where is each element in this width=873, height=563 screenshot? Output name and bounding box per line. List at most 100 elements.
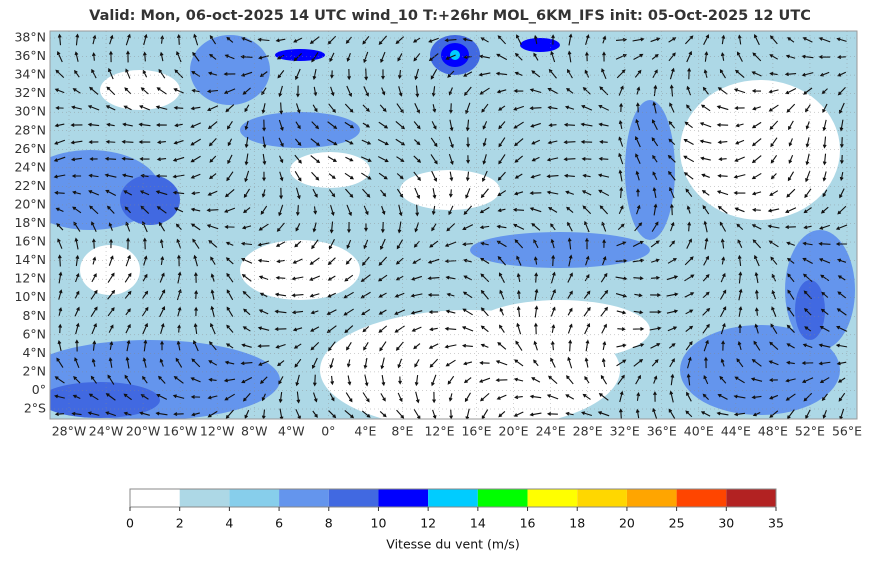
wind-arrow — [175, 357, 183, 368]
wind-arrow — [803, 87, 813, 95]
wind-arrow — [666, 292, 679, 297]
wind-arrow — [311, 357, 318, 370]
wind-arrow — [466, 155, 470, 164]
wind-arrow — [105, 189, 117, 196]
wind-arrow — [700, 411, 711, 417]
wind-arrow — [190, 106, 201, 111]
wind-arrow — [802, 241, 813, 246]
wind-arrow — [92, 340, 97, 351]
lon-label: 52°E — [795, 424, 825, 439]
wind-arrow — [293, 53, 303, 62]
wind-arrow — [567, 356, 573, 369]
lon-label: 8°W — [241, 424, 268, 439]
wind-arrow — [449, 409, 454, 419]
lat-label: 28°N — [14, 122, 46, 137]
wind-arrow — [686, 104, 692, 112]
wind-arrow — [701, 173, 710, 178]
wind-arrow — [361, 139, 372, 145]
wind-arrow — [295, 103, 301, 114]
wind-arrow — [636, 86, 641, 95]
wind-arrow — [262, 171, 266, 182]
wind-arrow — [498, 137, 506, 148]
lon-label: 36°E — [647, 424, 677, 439]
wind-arrow — [582, 393, 591, 400]
wind-arrow — [431, 205, 436, 216]
wind-arrow — [498, 105, 506, 111]
wind-arrow — [444, 259, 457, 264]
wind-arrow — [754, 271, 759, 284]
wind-arrow — [172, 156, 185, 162]
wind-arrow — [445, 275, 456, 280]
lat-label: 16°N — [14, 234, 46, 249]
wind-arrow — [736, 51, 743, 62]
wind-arrow — [720, 322, 726, 335]
lat-label: 12°N — [14, 271, 46, 286]
wind-arrow — [581, 190, 592, 196]
wind-arrow — [413, 53, 421, 62]
wind-arrow — [516, 255, 522, 266]
wind-arrow — [718, 157, 727, 162]
colorbar-swatch — [328, 489, 379, 507]
wind-arrow — [121, 156, 134, 161]
wind-arrow — [752, 106, 761, 111]
lat-label: 30°N — [14, 104, 46, 119]
wind-arrow — [190, 207, 201, 212]
wind-arrow — [414, 222, 420, 233]
wind-arrow — [788, 154, 794, 164]
wind-arrow — [126, 339, 131, 352]
wind-arrow — [295, 374, 300, 387]
wind-arrow — [224, 189, 235, 198]
wind-arrow — [427, 293, 440, 297]
wind-arrow — [751, 89, 762, 93]
wind-arrow — [378, 172, 388, 180]
wind-arrow — [514, 138, 524, 147]
wind-arrow — [667, 154, 676, 163]
wind-arrow — [394, 309, 406, 315]
wind-arrow — [837, 87, 846, 96]
wind-arrow — [194, 306, 198, 317]
wind-arrow — [584, 51, 589, 62]
wind-arrow — [275, 343, 286, 349]
wind-arrow — [479, 257, 490, 264]
wind-arrow — [142, 51, 147, 62]
wind-arrow — [414, 187, 421, 200]
wind-arrow — [124, 206, 131, 214]
wind-arrow — [684, 292, 695, 298]
wind-arrow — [160, 255, 165, 265]
wind-arrow — [126, 50, 130, 63]
wind-arrow — [312, 410, 318, 418]
wind-arrow — [74, 51, 79, 62]
wind-arrow — [445, 309, 456, 314]
wind-arrow — [190, 138, 201, 146]
wind-arrow — [72, 394, 81, 399]
wind-arrow — [479, 225, 490, 230]
wind-arrow — [278, 204, 284, 217]
wind-arrow — [327, 138, 338, 146]
wind-arrow — [90, 289, 98, 300]
wind-arrow — [734, 69, 745, 78]
wind-arrow — [141, 220, 148, 233]
wind-arrow — [534, 288, 539, 301]
wind-arrow — [753, 34, 760, 46]
wind-arrow — [207, 395, 218, 400]
wind-arrow — [446, 292, 455, 297]
wind-arrow — [719, 306, 727, 318]
wind-arrow — [363, 51, 369, 64]
wind-arrow — [175, 223, 182, 231]
wind-arrow — [209, 173, 217, 180]
wind-arrow — [428, 37, 439, 43]
wind-arrow — [754, 323, 759, 334]
wind-arrow — [636, 204, 641, 215]
lon-label: 8°E — [391, 424, 413, 439]
wind-arrow — [344, 103, 354, 113]
wind-arrow — [429, 240, 439, 248]
wind-arrow — [139, 411, 150, 416]
wind-arrow — [649, 326, 662, 331]
wind-arrow — [74, 237, 79, 250]
wind-arrow — [822, 136, 827, 149]
wind-arrow — [802, 257, 813, 264]
wind-arrow — [54, 394, 65, 399]
wind-arrow — [89, 86, 99, 95]
colorbar-swatch — [676, 489, 727, 507]
wind-arrow — [446, 222, 456, 232]
